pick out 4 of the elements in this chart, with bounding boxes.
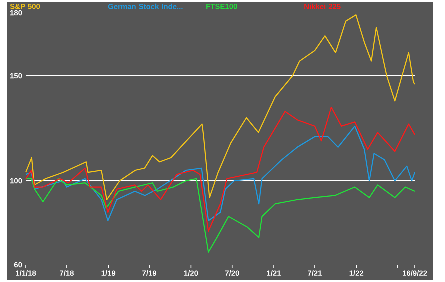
line-series (25, 126, 416, 222)
line-series (25, 14, 416, 200)
line-series (25, 178, 416, 253)
line-series (25, 106, 416, 232)
